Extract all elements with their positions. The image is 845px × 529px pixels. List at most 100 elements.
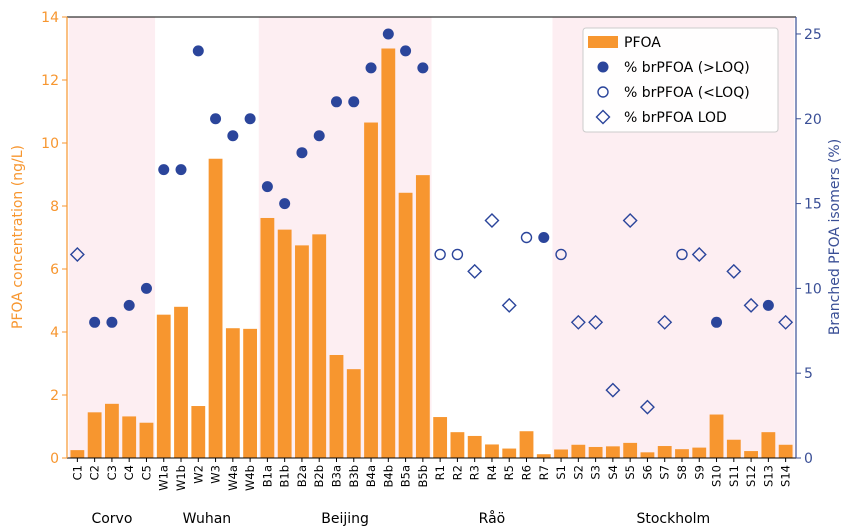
marker-C1 [69,246,85,262]
x-tick-label-W2: W2 [191,465,205,484]
marker-S14 [778,314,794,330]
bar-C4 [122,416,137,458]
bar-W2 [191,406,206,458]
right-tick-label-0: 0 [804,451,813,467]
marker-R2 [451,248,464,261]
x-tick-label-R5: R5 [502,465,516,480]
bar-R4 [485,444,499,458]
bar-R1 [433,417,448,458]
left-tick-label-8: 8 [50,199,59,215]
x-tick-label-C3: C3 [105,465,119,480]
right-tick-label-20: 20 [804,112,822,128]
bar-R7 [536,454,551,458]
right-tick-label-15: 15 [804,197,822,213]
bar-S13 [761,432,776,458]
bar-B4b [381,48,396,458]
right-tick-label-25: 25 [804,27,822,43]
marker-C2 [89,316,101,328]
x-tick-label-S14: S14 [779,465,793,487]
legend-swatch-3 [595,109,611,125]
marker-B1b [279,198,291,210]
x-tick-label-S12: S12 [744,465,758,487]
bar-C2 [87,412,102,458]
bar-R5 [502,448,517,458]
x-tick-label-S7: S7 [658,465,672,480]
marker-W1a [158,164,170,176]
marker-S1 [555,248,567,261]
bar-S4 [605,446,620,458]
marker-B3b [348,96,360,108]
group-label-2: Beijing [321,511,369,527]
marker-R4 [484,213,500,229]
x-tick-label-S1: S1 [554,465,568,480]
marker-R6 [520,231,533,244]
bar-B2a [295,245,309,458]
x-tick-label-B5b: B5b [416,465,430,488]
x-tick-label-W4b: W4b [243,465,257,491]
bar-C3 [105,403,119,458]
x-tick-label-S13: S13 [761,465,775,487]
group-shade-0 [68,17,156,458]
x-tick-label-W3: W3 [209,465,223,484]
bar-S5 [623,442,638,458]
bar-B4a [364,122,378,459]
x-tick-label-C5: C5 [139,465,153,480]
marker-R1 [434,248,446,261]
bar-W1b [174,306,188,458]
left-tick-label-12: 12 [41,73,59,89]
group-label-4: Stockholm [636,511,710,527]
x-tick-label-B4a: B4a [364,465,378,487]
x-tick-label-R4: R4 [485,465,499,480]
marker-W2 [192,45,204,57]
bar-S8 [675,449,689,458]
x-tick-label-B4b: B4b [381,465,395,488]
group-labels: Corvo Wuhan Beijing Råö Stockholm [91,510,710,527]
marker-W1b [175,164,187,176]
marker-B1a [261,181,273,193]
bar-S7 [657,446,672,458]
isomer-markers [69,28,794,415]
left-tick-label-10: 10 [41,136,59,152]
marker-W4b [244,113,256,125]
x-tick-label-W1a: W1a [157,465,171,491]
bar-B3b [346,369,361,458]
x-tick-label-C4: C4 [122,465,136,480]
marker-R5 [501,297,517,313]
left-tick-label-2: 2 [50,388,59,404]
bar-S10 [709,414,724,458]
x-tick-label-B3b: B3b [347,465,361,488]
bar-W3 [208,158,223,458]
x-tick-label-R1: R1 [433,465,447,480]
x-tick-label-B3a: B3a [329,465,343,487]
x-tick-label-B2a: B2a [295,465,309,487]
bar-S14 [778,444,793,458]
marker-B4b [382,28,394,40]
group-label-3: Råö [479,510,506,527]
bar-S12 [744,451,758,458]
bar-S11 [726,439,741,458]
marker-R7 [538,232,550,243]
marker-S4 [605,382,621,398]
marker-B2b [313,130,325,142]
x-tick-label-C1: C1 [70,465,84,480]
marker-C5 [140,282,152,294]
x-tick-label-S2: S2 [571,465,585,480]
marker-B5b [417,62,429,74]
pfoa-bars [70,48,793,459]
legend-box [582,27,779,133]
y-axis-label-left: PFOA concentration (ng/L) [10,145,26,329]
marker-S7 [657,314,673,330]
legend-swatch-1 [597,61,609,73]
x-tick-label-S6: S6 [640,465,654,480]
marker-S5 [622,213,638,229]
x-tick-label-S9: S9 [692,465,706,480]
legend-label-2: % brPFOA (<LOQ) [624,85,750,101]
marker-S8 [676,248,688,261]
bar-B2b [312,234,327,458]
bar-B1b [277,229,292,458]
bar-B5b [415,175,430,458]
y-axis-label-right: Branched PFOA isomers (%) [827,139,843,335]
x-tick-label-R2: R2 [450,465,464,480]
x-tick-label-S4: S4 [606,465,620,480]
marker-S2 [570,314,586,330]
